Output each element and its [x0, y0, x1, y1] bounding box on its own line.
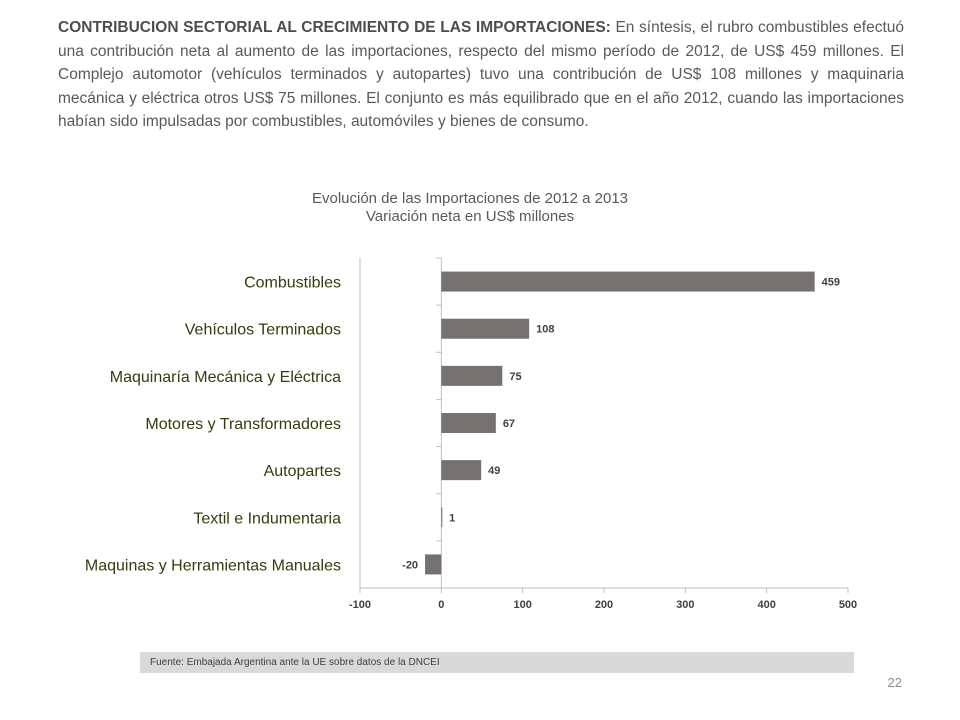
bar-chart: -100 0 100 200 300 400 500 Combustibles 459 Vehíc… — [85, 257, 857, 611]
chart-subtitle: Variación neta en US$ millones — [365, 208, 575, 225]
x-tick-label: 500 — [839, 599, 857, 611]
category-label: Vehículos Terminados — [185, 322, 341, 339]
category-label: Autopartes — [264, 463, 341, 480]
category-label: Textil e Indumentaria — [193, 510, 341, 527]
category-label: Maquinaría Mecánica y Eléctrica — [110, 369, 341, 386]
bar — [441, 507, 443, 528]
intro-body: En síntesis, el rubro combustibles efect… — [58, 19, 904, 131]
data-label: 108 — [536, 324, 554, 336]
bar — [425, 554, 442, 575]
bar — [441, 365, 503, 386]
x-tick-label: 200 — [595, 599, 613, 611]
bar — [441, 413, 496, 433]
data-label: 49 — [488, 465, 500, 477]
category-label: Maquinas y Herramientas Manuales — [85, 557, 341, 574]
data-label: -20 — [402, 559, 418, 571]
bar — [441, 318, 530, 339]
category-label: Motores y Transformadores — [145, 416, 341, 433]
intro-paragraph: CONTRIBUCION SECTORIAL AL CRECIMIENTO DE… — [58, 16, 904, 134]
category-label: Combustibles — [244, 275, 341, 292]
x-tick-label: 0 — [438, 599, 444, 611]
bar — [441, 460, 482, 481]
bar — [441, 271, 815, 292]
x-tick-label: -100 — [349, 599, 371, 611]
x-tick-label: 100 — [513, 599, 531, 611]
page-number: 22 — [887, 675, 902, 690]
chart-title-block: Evolución de las Importaciones de 2012 a… — [200, 190, 740, 226]
data-label: 75 — [509, 371, 521, 383]
x-tick-label: 300 — [676, 599, 694, 611]
data-label: 1 — [449, 512, 455, 524]
intro-heading: CONTRIBUCION SECTORIAL AL CRECIMIENTO DE… — [58, 19, 611, 36]
data-label: 67 — [503, 418, 515, 430]
chart-title: Evolución de las Importaciones de 2012 a… — [311, 190, 629, 207]
source-note: Fuente: Embajada Argentina ante la UE so… — [140, 652, 854, 673]
data-label: 459 — [822, 277, 840, 289]
x-tick-label: 400 — [757, 599, 775, 611]
